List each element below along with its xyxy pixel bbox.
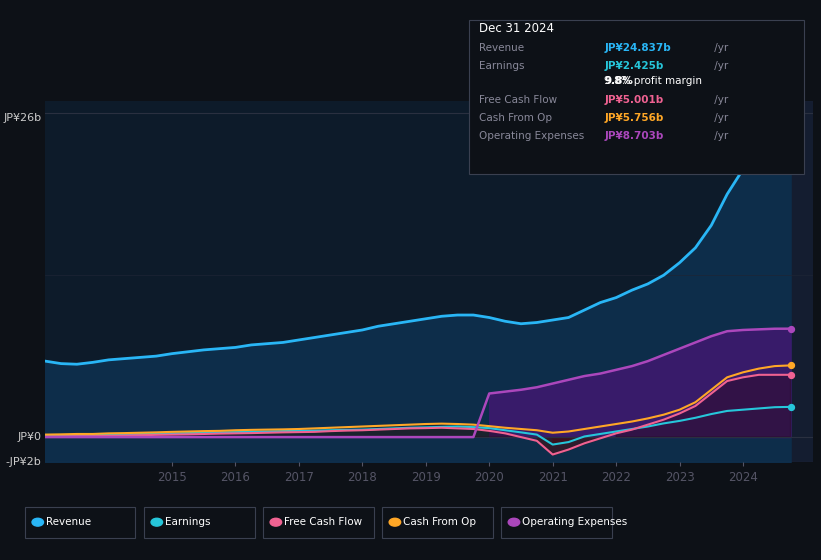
Text: Operating Expenses: Operating Expenses <box>479 130 584 141</box>
Text: Earnings: Earnings <box>165 517 210 527</box>
Text: JP¥5.001b: JP¥5.001b <box>604 95 663 105</box>
Text: 9.8%: 9.8% <box>604 77 633 86</box>
Text: Free Cash Flow: Free Cash Flow <box>284 517 362 527</box>
Text: JP¥0: JP¥0 <box>17 432 41 442</box>
Text: JP¥2.425b: JP¥2.425b <box>604 61 663 71</box>
Text: Free Cash Flow: Free Cash Flow <box>479 95 557 105</box>
Point <box>784 123 797 132</box>
Text: /yr: /yr <box>711 95 728 105</box>
Text: Revenue: Revenue <box>46 517 91 527</box>
Text: JP¥8.703b: JP¥8.703b <box>604 130 663 141</box>
Text: JP¥5.756b: JP¥5.756b <box>604 113 663 123</box>
Text: Earnings: Earnings <box>479 61 524 71</box>
Text: /yr: /yr <box>711 61 728 71</box>
Text: Dec 31 2024: Dec 31 2024 <box>479 22 553 35</box>
Text: /yr: /yr <box>711 113 728 123</box>
Text: /yr: /yr <box>711 43 728 53</box>
Text: Revenue: Revenue <box>479 43 524 53</box>
Point <box>784 361 797 370</box>
Text: Cash From Op: Cash From Op <box>403 517 476 527</box>
Bar <box>775 101 813 462</box>
Point <box>784 403 797 412</box>
Text: Operating Expenses: Operating Expenses <box>522 517 627 527</box>
Point <box>784 324 797 333</box>
Text: /yr: /yr <box>711 130 728 141</box>
Text: JP¥26b: JP¥26b <box>3 113 41 123</box>
Text: -JP¥2b: -JP¥2b <box>6 457 41 467</box>
Point <box>784 370 797 379</box>
Text: JP¥24.837b: JP¥24.837b <box>604 43 671 53</box>
Text: Cash From Op: Cash From Op <box>479 113 552 123</box>
Text: 9.8% profit margin: 9.8% profit margin <box>604 77 702 86</box>
